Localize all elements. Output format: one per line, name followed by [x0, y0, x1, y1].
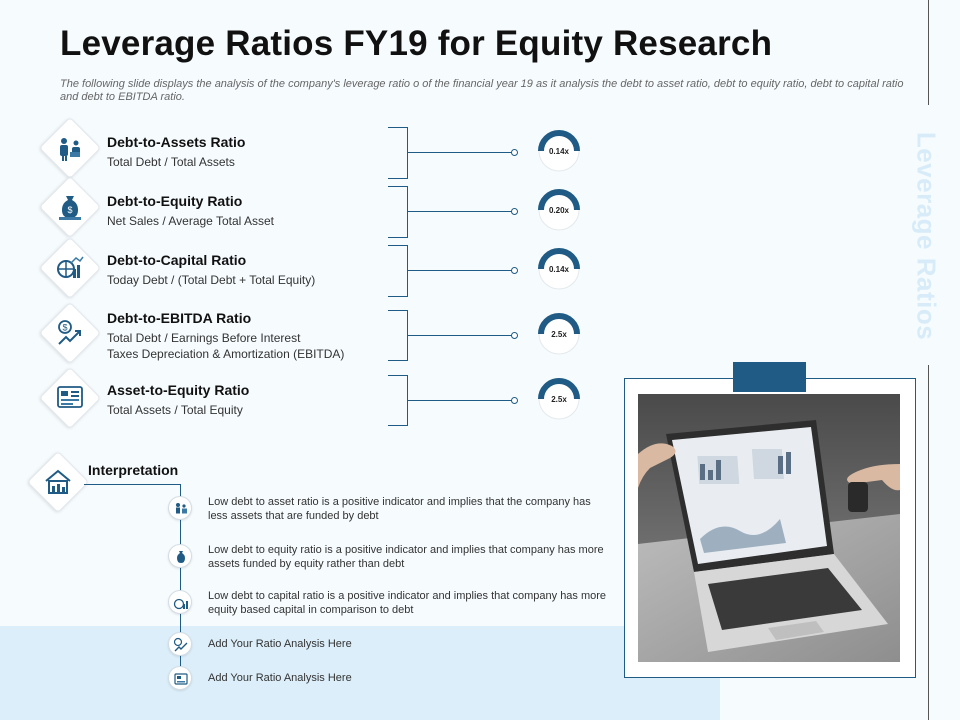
dollar-growth-icon — [173, 637, 188, 652]
interpretation-title: Interpretation — [88, 462, 179, 478]
interpretation-text: Add Your Ratio Analysis Here — [208, 638, 352, 650]
globe-growth-chart-icon — [57, 256, 84, 278]
ratio-name: Debt-to-Capital Ratio — [107, 252, 247, 268]
ratio-bracket — [388, 245, 408, 297]
ratio-gauge — [538, 248, 580, 290]
ratio-connector — [408, 270, 512, 271]
interpretation-node — [168, 544, 192, 568]
ratio-connector — [408, 211, 512, 212]
money-bag-presenter-icon: $ — [59, 196, 81, 220]
ratio-value: 2.5x — [551, 330, 567, 339]
ratio-connector — [408, 400, 512, 401]
photo-accent-tab — [733, 362, 806, 392]
interpretation-node — [168, 590, 192, 614]
connector-dot — [511, 149, 518, 156]
side-label: Leverage Ratios — [911, 131, 942, 341]
laptop-analytics-photo — [638, 394, 900, 662]
ratio-name: Debt-to-Assets Ratio — [107, 134, 246, 150]
ratio-formula: Total Assets / Total Equity — [107, 403, 243, 417]
interpretation-connector — [84, 484, 180, 485]
money-bag-presenter-icon — [177, 551, 185, 563]
page-title: Leverage Ratios FY19 for Equity Research — [60, 24, 773, 63]
globe-growth-chart-icon — [173, 598, 188, 610]
side-divider-bottom — [928, 365, 929, 720]
ratio-value: 2.5x — [551, 395, 567, 404]
interpretation-node — [168, 496, 192, 520]
connector-dot — [511, 332, 518, 339]
ratio-bracket — [388, 186, 408, 238]
interpretation-timeline — [180, 484, 181, 682]
ratio-value: 0.20x — [548, 206, 570, 215]
interpretation-text: Add Your Ratio Analysis Here — [208, 672, 352, 684]
ratio-gauge — [538, 189, 580, 231]
ratio-formula: Net Sales / Average Total Asset — [107, 214, 274, 228]
ratio-gauge — [538, 313, 580, 355]
dollar-growth-icon: $ — [58, 320, 81, 345]
bottom-background-band — [0, 626, 720, 720]
interpretation-text: Low debt to asset ratio is a positive in… — [208, 496, 591, 522]
connector-dot — [511, 267, 518, 274]
ratio-value: 0.14x — [548, 147, 570, 156]
business-people-icon — [60, 138, 80, 161]
ratio-gauge — [538, 378, 580, 420]
page-subtitle: The following slide displays the analysi… — [60, 78, 904, 103]
ratio-name: Debt-to-Equity Ratio — [107, 193, 243, 209]
house-chart-icon — [45, 469, 71, 494]
interpretation-text: Low debt to equity ratio is a positive i… — [208, 544, 604, 570]
ratio-formula-line2: Taxes Depreciation & Amortization (EBITD… — [107, 347, 345, 361]
finance-dashboard-icon — [174, 673, 188, 685]
ratio-gauge — [538, 130, 580, 172]
ratio-bracket — [388, 310, 408, 361]
ratio-bracket — [388, 375, 408, 426]
ratio-bracket — [388, 127, 408, 179]
ratio-formula: Today Debt / (Total Debt + Total Equity) — [107, 273, 316, 287]
finance-dashboard-icon — [57, 386, 83, 408]
ratio-formula-line1: Total Debt / Earnings Before Interest — [107, 331, 301, 345]
connector-dot — [511, 397, 518, 404]
svg-text:$: $ — [62, 323, 67, 333]
business-people-icon — [176, 503, 187, 514]
connector-dot — [511, 208, 518, 215]
ratio-name: Debt-to-EBITDA Ratio — [107, 310, 252, 326]
side-divider-top — [928, 0, 929, 105]
interpretation-node — [168, 666, 192, 690]
ratio-name: Asset-to-Equity Ratio — [107, 382, 250, 398]
interpretation-text: Low debt to capital ratio is a positive … — [208, 590, 607, 616]
ratio-connector — [408, 152, 512, 153]
svg-text:$: $ — [67, 205, 72, 215]
interpretation-node — [168, 632, 192, 656]
ratio-connector — [408, 335, 512, 336]
ratio-formula: Total Debt / Total Assets — [107, 155, 235, 169]
ratio-value: 0.14x — [548, 265, 570, 274]
